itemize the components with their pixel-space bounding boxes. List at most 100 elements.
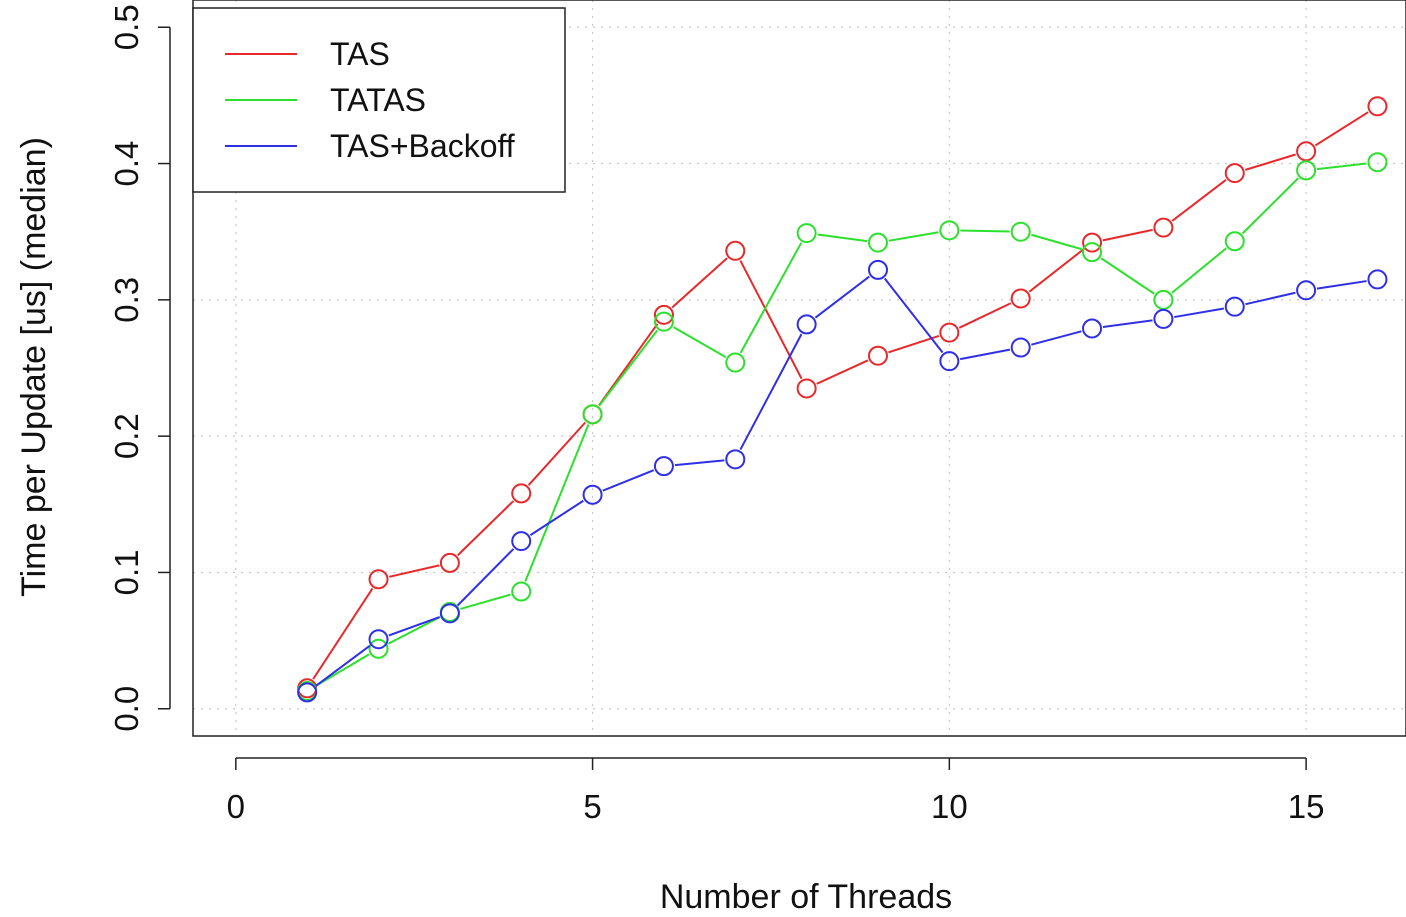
grid (193, 0, 1406, 736)
plot-frame (192, 0, 1406, 737)
legend-label-tatas: TATAS (330, 82, 426, 118)
series-1-segment-13 (1241, 177, 1300, 235)
series-1-segment-14 (1316, 162, 1367, 171)
series-2-point-8 (867, 259, 888, 280)
series-0-point-7 (796, 378, 817, 399)
series-2-point-10 (1010, 337, 1031, 358)
series-2-segment-11 (1102, 319, 1153, 329)
y-tick-label-4: 0.4 (108, 141, 145, 187)
series-1-point-1 (368, 638, 389, 659)
series-0-segment-5 (671, 257, 728, 309)
series-2-point-1 (368, 629, 389, 650)
series-2-segment-14 (1316, 280, 1367, 290)
series-1-segment-9 (960, 229, 1010, 233)
series-1-point-15 (1367, 152, 1388, 173)
y-tick-label-5: 0.5 (108, 4, 145, 50)
series-2-segment-8 (883, 277, 944, 354)
series-2-segment-4 (602, 469, 655, 492)
series-2-point-5 (653, 456, 674, 477)
series-0-segment-6 (739, 260, 803, 380)
x-tick-label-0: 0 (227, 788, 245, 825)
series-2-segment-9 (959, 348, 1011, 361)
series-2-segment-13 (1245, 291, 1296, 306)
series-0-point-8 (867, 345, 888, 366)
series-0-segment-0 (312, 587, 374, 680)
legend-label-tas-backoff: TAS+Backoff (330, 128, 515, 164)
series-1-segment-8 (888, 231, 939, 242)
series-0-segment-2 (457, 500, 515, 556)
series-1-point-11 (1082, 242, 1103, 263)
series-1-segment-4 (598, 329, 659, 407)
series-0-point-12 (1153, 217, 1174, 238)
series-2-segment-6 (739, 333, 803, 451)
series-2-segment-10 (1031, 330, 1082, 346)
y-tick-label-3: 0.3 (108, 277, 145, 323)
series-1-point-6 (725, 352, 746, 373)
series-0-point-6 (725, 240, 746, 261)
x-tick-label-2: 10 (931, 788, 968, 825)
series-0-point-15 (1367, 96, 1388, 117)
series-2-segment-1 (388, 616, 440, 637)
series-2-point-0 (297, 682, 318, 703)
legend-label-tas: TAS (330, 36, 390, 72)
series-0-point-14 (1296, 141, 1317, 162)
series-0-point-2 (439, 552, 460, 573)
series-0-point-11 (1082, 232, 1103, 253)
y-tick-label-1: 0.1 (108, 550, 145, 596)
series-1-point-9 (939, 220, 960, 241)
series-1-segment-10 (1030, 233, 1082, 251)
series-1-point-14 (1296, 160, 1317, 181)
series-2-point-13 (1224, 296, 1245, 317)
series-2-segment-2 (456, 548, 515, 607)
series-1-point-4 (582, 404, 603, 425)
series-2-segment-3 (529, 499, 584, 536)
series-2-segment-0 (315, 644, 371, 687)
series-1-segment-5 (672, 326, 727, 358)
series-2-point-12 (1153, 308, 1174, 329)
y-tick-label-0: 0.0 (108, 686, 145, 732)
y-tick-label-2: 0.2 (108, 413, 145, 459)
series-2-point-6 (725, 449, 746, 470)
series-0-segment-7 (816, 359, 869, 385)
plot-series (297, 96, 1388, 703)
series-0-segment-8 (888, 335, 940, 354)
series-1-point-12 (1153, 289, 1174, 310)
series-0-point-5 (653, 304, 674, 325)
x-tick-label-3: 15 (1288, 788, 1325, 825)
series-1-segment-2 (460, 593, 511, 610)
series-1 (297, 152, 1388, 702)
series-1-point-8 (867, 232, 888, 253)
legend: TAS TATAS TAS+Backoff (192, 7, 566, 193)
series-1-point-13 (1224, 231, 1245, 252)
series-0-point-13 (1224, 163, 1245, 184)
series-0-segment-12 (1171, 178, 1227, 222)
series-1-segment-11 (1100, 257, 1155, 295)
series-2-point-14 (1296, 280, 1317, 301)
series-2-point-2 (439, 603, 460, 624)
series-2 (297, 259, 1388, 703)
series-1-segment-12 (1171, 247, 1227, 294)
series-0-point-9 (939, 322, 960, 343)
x-tick-label-1: 5 (583, 788, 601, 825)
axes: 0 5 10 15 0.0 0.1 0.2 0.3 0.4 0.5 (108, 4, 1324, 825)
series-2-point-4 (582, 484, 603, 505)
series-0-segment-11 (1102, 228, 1153, 242)
series-1-segment-0 (316, 653, 370, 687)
series-1-point-3 (511, 581, 532, 602)
series-0-segment-13 (1244, 153, 1296, 171)
series-2-point-15 (1367, 269, 1388, 290)
series-1-point-7 (796, 223, 817, 244)
series-0-point-1 (368, 569, 389, 590)
series-0-segment-10 (1028, 248, 1085, 293)
series-1-segment-1 (387, 616, 441, 645)
series-0-point-10 (1010, 288, 1031, 309)
series-2-segment-12 (1174, 307, 1225, 319)
series-0-segment-1 (389, 564, 440, 578)
series-1-segment-7 (817, 233, 868, 243)
series-0-segment-14 (1314, 111, 1369, 147)
series-1-segment-3 (524, 424, 590, 582)
series-0-point-3 (511, 483, 532, 504)
series-2-point-7 (796, 314, 817, 335)
x-axis-title: Number of Threads (660, 878, 952, 916)
